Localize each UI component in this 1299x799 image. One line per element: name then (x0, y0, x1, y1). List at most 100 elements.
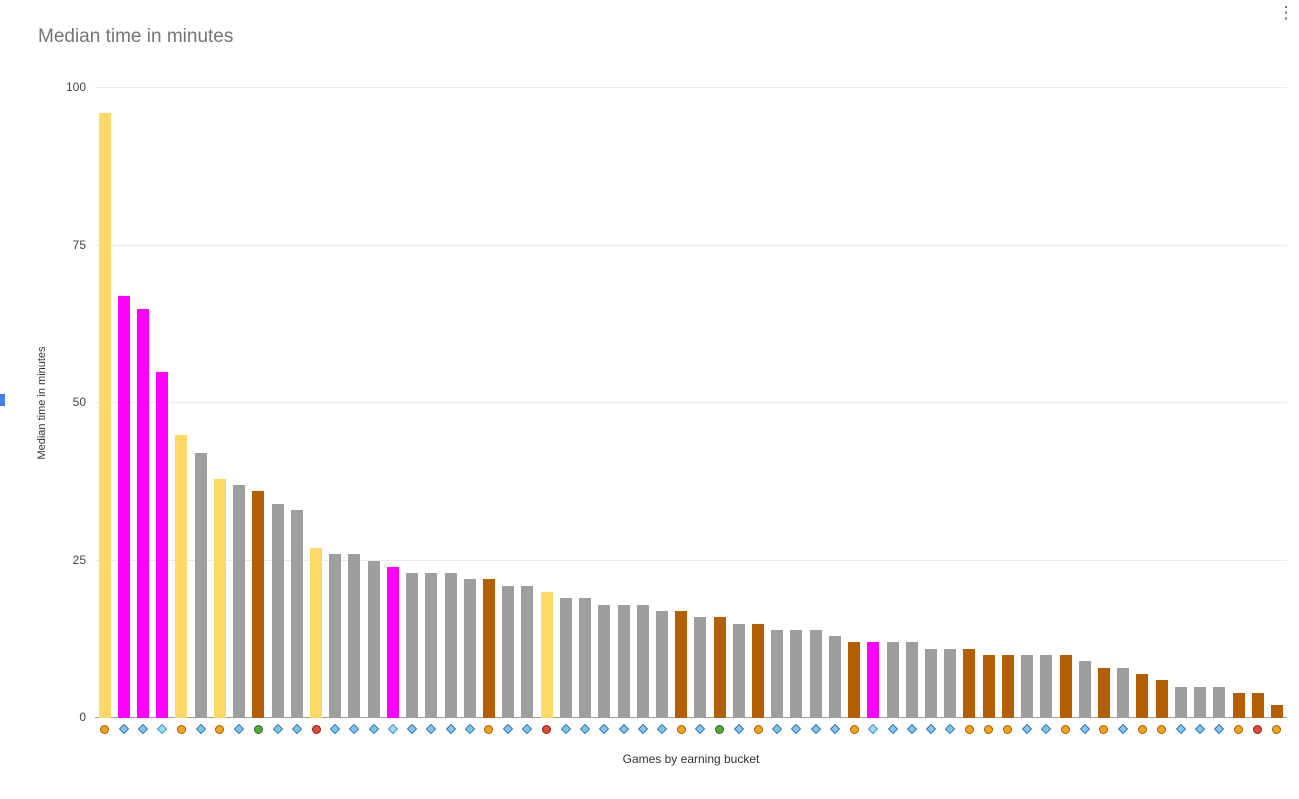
bar[interactable] (848, 642, 861, 718)
bar[interactable] (1001, 655, 1014, 718)
bar[interactable] (482, 579, 495, 718)
medal-orange-icon (1157, 724, 1167, 734)
bar[interactable] (1251, 692, 1264, 718)
axis-icon-slot (210, 722, 229, 736)
bar[interactable] (809, 629, 822, 718)
bar[interactable] (886, 642, 899, 718)
gridline (95, 402, 1287, 403)
bar[interactable] (348, 554, 361, 718)
bar[interactable] (252, 491, 265, 718)
bar[interactable] (367, 560, 380, 718)
bar-slot (979, 88, 998, 718)
bar[interactable] (694, 617, 707, 718)
axis-icon-slot (845, 722, 864, 736)
bar-slot (748, 88, 767, 718)
bar[interactable] (406, 573, 419, 718)
axis-icon-slot (614, 722, 633, 736)
axis-icon-slot (1190, 722, 1209, 736)
bar[interactable] (521, 585, 534, 718)
bar-slot (806, 88, 825, 718)
bar[interactable] (444, 573, 457, 718)
bar[interactable] (213, 478, 226, 718)
bar-slot (1248, 88, 1267, 718)
bar[interactable] (1097, 667, 1110, 718)
axis-icon-slot (691, 722, 710, 736)
bar[interactable] (1232, 692, 1245, 718)
bar[interactable] (1194, 686, 1207, 718)
bar-slot (499, 88, 518, 718)
y-ticks: 0 25 50 75 100 (0, 80, 86, 724)
bar[interactable] (463, 579, 476, 718)
bar[interactable] (732, 623, 745, 718)
bar[interactable] (675, 610, 688, 718)
bar[interactable] (559, 598, 572, 718)
medal-orange-icon (753, 724, 763, 734)
bar[interactable] (963, 648, 976, 718)
bar[interactable] (1174, 686, 1187, 718)
bar-slot (537, 88, 556, 718)
bar[interactable] (905, 642, 918, 718)
bar[interactable] (828, 636, 841, 718)
axis-icon-slot (1267, 722, 1286, 736)
axis-icon-slot (768, 722, 787, 736)
bar[interactable] (540, 592, 553, 718)
y-tick-label: 0 (79, 710, 86, 724)
bar[interactable] (329, 554, 342, 718)
bar[interactable] (598, 604, 611, 718)
axis-icon-slot (960, 722, 979, 736)
gem-blue-icon (560, 723, 571, 735)
gem-blue-icon (733, 723, 744, 735)
axis-icon-slot (1037, 722, 1056, 736)
bar[interactable] (271, 503, 284, 718)
medal-orange-icon (676, 724, 686, 734)
bar[interactable] (1117, 667, 1130, 718)
gem-blue-icon (368, 723, 379, 735)
chart-options-menu-icon[interactable]: ⋮ (1277, 3, 1295, 22)
bar[interactable] (790, 629, 803, 718)
bar[interactable] (771, 629, 784, 718)
bar[interactable] (1021, 655, 1034, 718)
bar[interactable] (925, 648, 938, 718)
bar[interactable] (156, 371, 169, 718)
bar[interactable] (1078, 661, 1091, 718)
bar[interactable] (1040, 655, 1053, 718)
bar-slot (1171, 88, 1190, 718)
bar[interactable] (117, 295, 130, 718)
axis-icon-slot (1152, 722, 1171, 736)
gem-blue-icon (906, 723, 917, 735)
bar[interactable] (194, 453, 207, 718)
bar[interactable] (425, 573, 438, 718)
bar[interactable] (867, 642, 880, 718)
gem-blue-icon (349, 723, 360, 735)
bar[interactable] (944, 648, 957, 718)
bar[interactable] (1136, 673, 1149, 718)
bar[interactable] (137, 308, 150, 718)
axis-icon-slot (1056, 722, 1075, 736)
bar[interactable] (617, 604, 630, 718)
bar[interactable] (752, 623, 765, 718)
bar[interactable] (1059, 655, 1072, 718)
bar[interactable] (636, 604, 649, 718)
bar[interactable] (713, 617, 726, 718)
bar[interactable] (386, 566, 399, 718)
axis-icon-slot (383, 722, 402, 736)
bar[interactable] (982, 655, 995, 718)
bar[interactable] (290, 510, 303, 718)
x-axis-baseline (95, 717, 1287, 718)
bar[interactable] (1213, 686, 1226, 718)
medal-green-icon (253, 724, 263, 734)
bar[interactable] (1155, 680, 1168, 718)
bar[interactable] (175, 434, 188, 718)
bar[interactable] (233, 484, 246, 718)
axis-icon-slot (748, 722, 767, 736)
bar-slot (710, 88, 729, 718)
bar[interactable] (502, 585, 515, 718)
bar-slot (595, 88, 614, 718)
bar[interactable] (98, 113, 111, 718)
bar[interactable] (310, 547, 323, 718)
bar[interactable] (1270, 705, 1283, 718)
gem-blue-icon (195, 723, 206, 735)
gridlines (95, 87, 1287, 718)
bar[interactable] (655, 610, 668, 718)
bar[interactable] (579, 598, 592, 718)
